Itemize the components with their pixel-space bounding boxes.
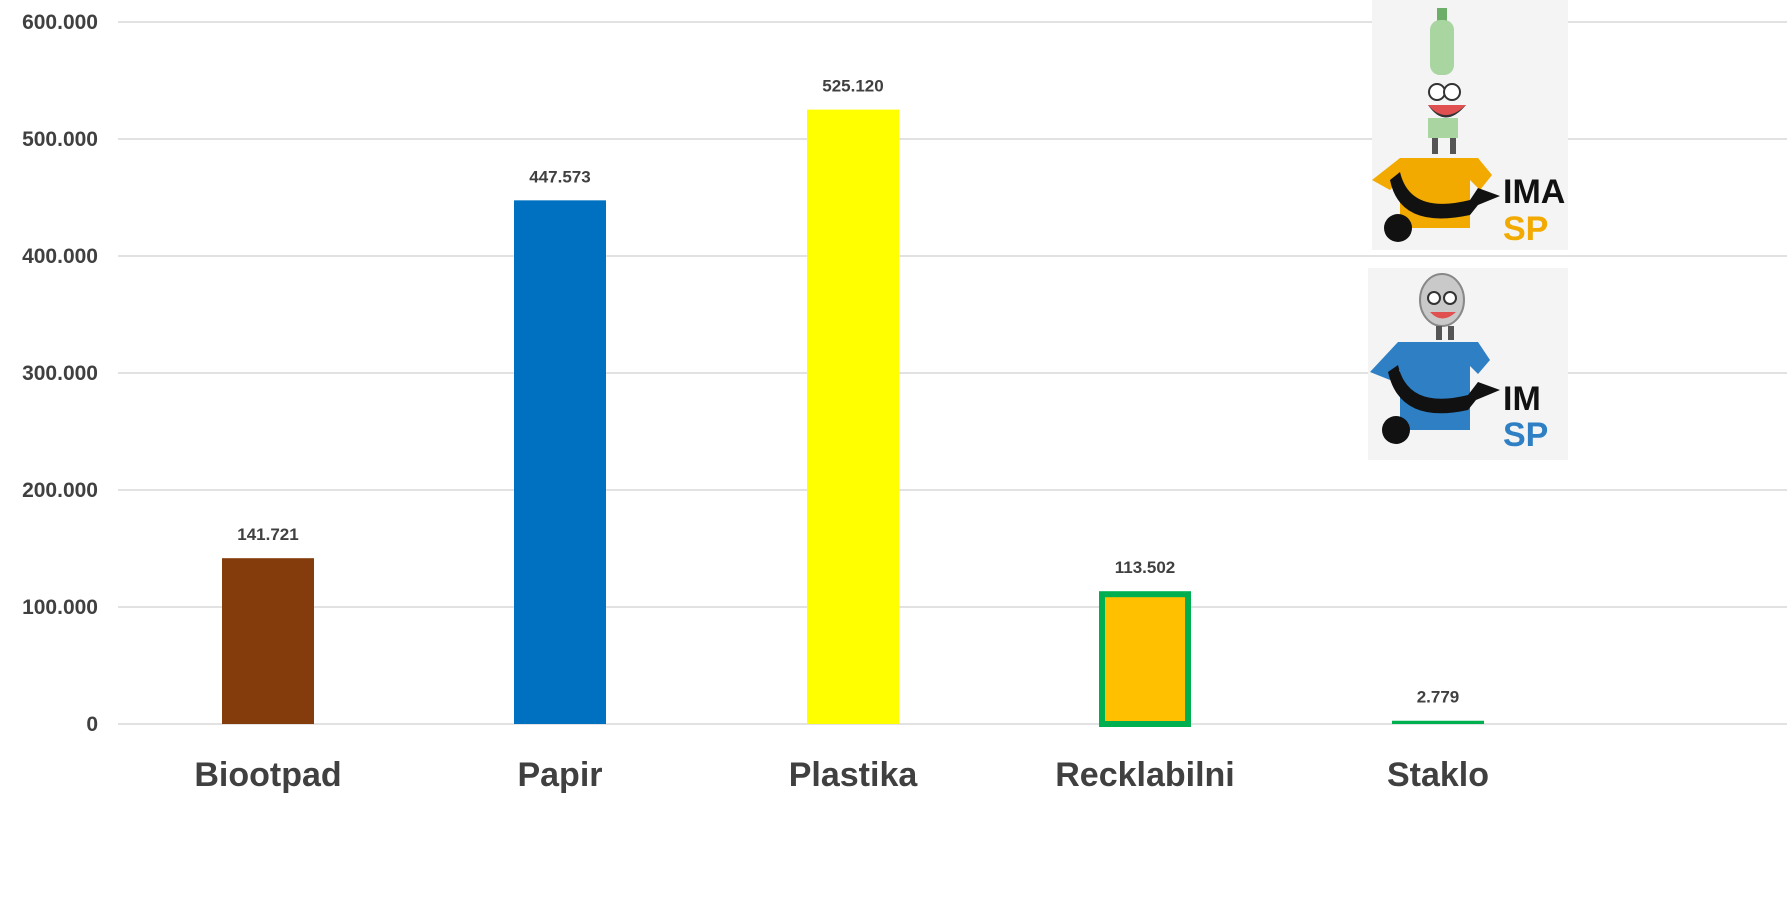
bar-papir xyxy=(514,200,606,724)
bar-staklo xyxy=(1392,720,1484,724)
y-tick-label: 0 xyxy=(86,713,98,736)
y-axis-ticks: 0 100.000 200.000 300.000 400.000 500.000 600.… xyxy=(22,11,98,736)
bottle-mascot-logo: IMA SP xyxy=(1372,0,1568,250)
category-label: Staklo xyxy=(1387,756,1489,794)
y-tick-label: 200.000 xyxy=(22,479,98,502)
logo-text-bottom: SP xyxy=(1503,210,1548,248)
category-label: Papir xyxy=(517,756,602,794)
category-labels: Biootpad Papir Plastika Recklabilni Staklo xyxy=(194,756,1489,794)
data-label: 447.573 xyxy=(529,167,590,186)
gridlines xyxy=(118,21,1787,725)
data-labels: 141.721 447.573 525.120 113.502 2.779 xyxy=(237,77,1459,707)
data-label: 2.779 xyxy=(1417,688,1460,707)
bar-recklabilni xyxy=(1099,591,1191,727)
y-tick-label: 100.000 xyxy=(22,596,98,619)
category-label: Plastika xyxy=(789,756,919,794)
data-label: 141.721 xyxy=(237,525,298,544)
y-tick-label: 500.000 xyxy=(22,128,98,151)
logo-text-top: IM xyxy=(1503,380,1541,418)
bar-biootpad xyxy=(222,558,314,724)
y-tick-label: 600.000 xyxy=(22,11,98,34)
data-label: 113.502 xyxy=(1115,558,1176,577)
category-label: Biootpad xyxy=(194,756,341,794)
data-label: 525.120 xyxy=(822,77,883,96)
y-tick-label: 400.000 xyxy=(22,245,98,268)
category-label: Recklabilni xyxy=(1055,756,1235,794)
can-mascot-logo: IM SP xyxy=(1368,268,1568,460)
bar-plastika xyxy=(807,109,899,724)
logo-text-bottom: SP xyxy=(1503,416,1548,454)
bars xyxy=(222,109,1484,727)
logo-text-top: IMA xyxy=(1503,173,1565,211)
y-tick-label: 300.000 xyxy=(22,362,98,385)
